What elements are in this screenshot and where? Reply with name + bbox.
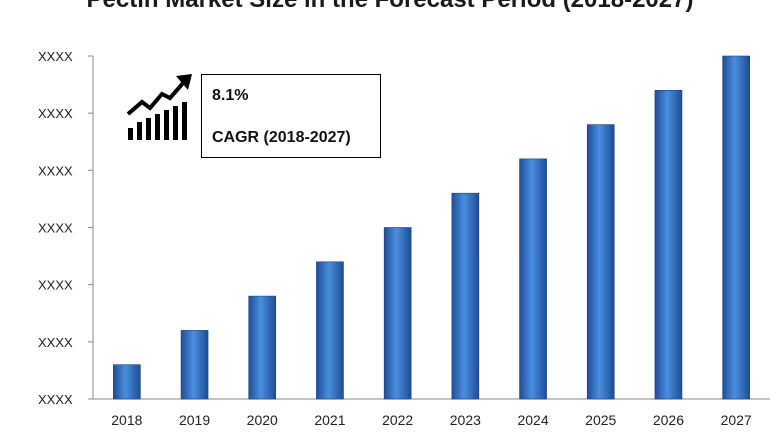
- bar-2025: [586, 124, 615, 400]
- x-tick-label: 2024: [517, 412, 548, 428]
- x-tick-label: 2021: [314, 412, 345, 428]
- y-tick-label: XXXX: [38, 392, 73, 407]
- y-tick-label: XXXX: [38, 278, 73, 293]
- bar-2021: [316, 261, 344, 400]
- x-tick-label: 2020: [247, 412, 278, 428]
- cagr-value: 8.1%: [212, 87, 249, 104]
- bar-2019: [180, 330, 209, 400]
- bar-2018: [113, 364, 141, 400]
- x-tick-label: 2027: [721, 412, 752, 428]
- x-tick-label: 2026: [653, 412, 684, 428]
- x-tick-label: 2019: [179, 412, 210, 428]
- bar-2023: [451, 192, 480, 400]
- y-tick-label: XXXX: [38, 335, 73, 350]
- bar-2020: [248, 295, 277, 400]
- x-tick-label: 2025: [585, 412, 616, 428]
- growth-chart-icon: [124, 72, 194, 149]
- y-tick-label: XXXX: [38, 106, 73, 121]
- chart-title: Pectin Market Size in the Forecast Perio…: [0, 0, 780, 14]
- x-tick-label: 2023: [450, 412, 481, 428]
- cagr-label: CAGR (2018-2027): [212, 129, 351, 146]
- cagr-annotation-box: 8.1% CAGR (2018-2027): [201, 74, 381, 158]
- y-tick-label: XXXX: [38, 49, 73, 64]
- y-tick-label: XXXX: [38, 221, 73, 236]
- y-tick-label: XXXX: [38, 163, 73, 178]
- x-tick-label: 2022: [382, 412, 413, 428]
- x-tick-label: 2018: [111, 412, 142, 428]
- bar-2026: [654, 90, 683, 400]
- bar-2027: [722, 55, 750, 400]
- bar-2022: [383, 227, 412, 400]
- bar-2024: [519, 158, 547, 400]
